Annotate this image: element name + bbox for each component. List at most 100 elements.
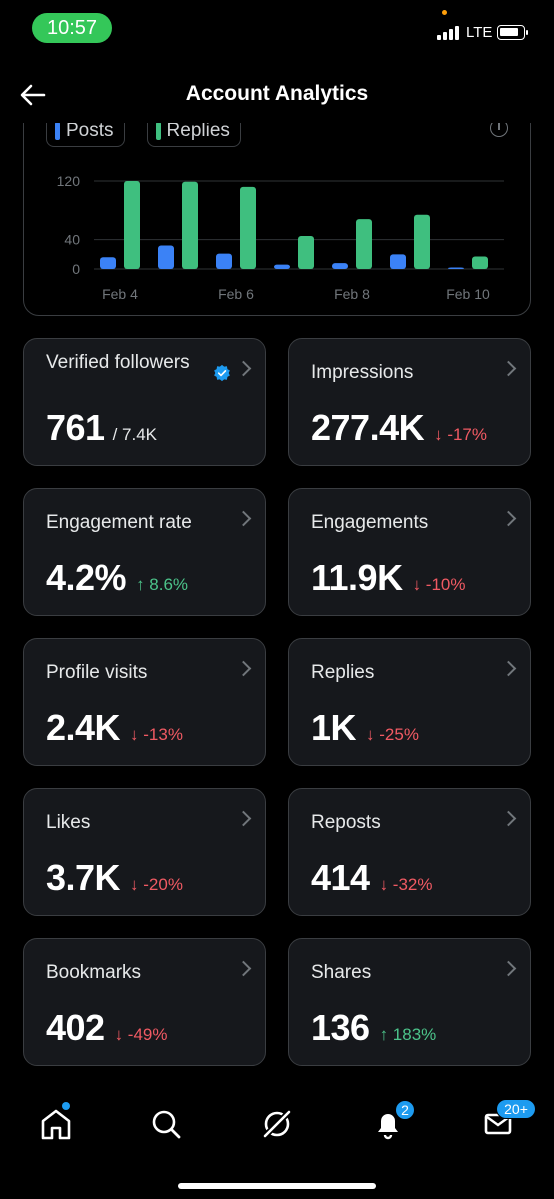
metric-label: Verified followers — [46, 352, 190, 373]
metric-value: 136 ↑ 183% — [311, 1007, 436, 1049]
metric-value: 414 ↓ -32% — [311, 857, 433, 899]
metric-change: ↑ 183% — [379, 1025, 437, 1044]
metric-value: 3.7K ↓ -20% — [46, 857, 183, 899]
metric-value-number: 402 — [46, 1007, 105, 1048]
metric-value-number: 3.7K — [46, 857, 121, 898]
signal-strength-icon — [437, 26, 459, 40]
metric-change: ↓ -17% — [434, 425, 488, 444]
metric-change: ↓ -32% — [379, 875, 433, 894]
privacy-indicator-dot — [442, 10, 447, 15]
metric-label: Shares — [311, 962, 372, 983]
metric-change: ↓ -13% — [130, 725, 183, 744]
metric-value-number: 1K — [311, 707, 357, 748]
bar-replies — [182, 181, 198, 269]
posts-swatch — [55, 122, 60, 140]
page-title: Account Analytics — [185, 82, 369, 105]
metric-card-shares[interactable]: Shares 136 ↑ 183% — [288, 938, 531, 1066]
metric-card-engagements[interactable]: Engagements 11.9K ↓ -10% — [288, 488, 531, 616]
search-icon[interactable] — [146, 1104, 186, 1144]
bar-posts — [158, 245, 174, 269]
metric-value: 761 / 7.4K — [46, 407, 157, 449]
notifications-badge: 2 — [395, 1100, 415, 1120]
chevron-right-icon — [235, 810, 252, 827]
header-background — [0, 56, 554, 123]
notifications-bell-icon[interactable] — [368, 1104, 408, 1144]
metric-card-engagement-rate[interactable]: Engagement rate 4.2% ↑ 8.6% — [23, 488, 266, 616]
metric-change: ↓ -25% — [366, 725, 419, 744]
chevron-right-icon — [235, 510, 252, 527]
metric-value: 11.9K ↓ -10% — [311, 557, 466, 599]
bar-replies — [414, 214, 430, 269]
metric-card-reposts[interactable]: Reposts 414 ↓ -32% — [288, 788, 531, 916]
chevron-right-icon — [500, 510, 517, 527]
legend-label-replies: Replies — [166, 120, 230, 141]
bar-replies — [472, 256, 488, 269]
metric-value-number: 4.2% — [46, 557, 127, 598]
metric-card-verified-followers[interactable]: Verified followers 761 / 7.4K — [23, 338, 266, 466]
metric-value-number: 2.4K — [46, 707, 121, 748]
metric-value: 4.2% ↑ 8.6% — [46, 557, 188, 599]
metric-value-number: 136 — [311, 1007, 370, 1048]
chevron-right-icon — [500, 810, 517, 827]
battery-icon — [497, 25, 528, 40]
y-tick-label: 0 — [72, 261, 80, 277]
x-tick-label: Feb 4 — [102, 286, 138, 302]
metric-change: ↑ 8.6% — [136, 575, 189, 594]
metric-label: Likes — [46, 812, 91, 833]
bar-posts — [390, 254, 406, 269]
metric-label: Impressions — [311, 362, 414, 383]
metric-value-number: 11.9K — [311, 557, 403, 598]
time-display: 10:57 — [32, 13, 112, 43]
x-tick-label: Feb 10 — [446, 286, 490, 302]
network-type: LTE — [466, 24, 493, 41]
metric-value-number: 761 — [46, 407, 105, 448]
metric-label: Bookmarks — [46, 962, 142, 983]
metric-label: Engagement rate — [46, 512, 192, 533]
bar-posts — [448, 267, 464, 270]
metric-value: 1K ↓ -25% — [311, 707, 419, 749]
metric-total: / 7.4K — [112, 425, 157, 444]
chevron-right-icon — [500, 660, 517, 677]
metric-value: 402 ↓ -49% — [46, 1007, 168, 1049]
metric-change: ↓ -20% — [130, 875, 183, 894]
chevron-right-icon — [500, 360, 517, 377]
x-tick-label: Feb 8 — [334, 286, 370, 302]
metric-change: ↓ -49% — [114, 1025, 168, 1044]
y-tick-label: 120 — [57, 173, 81, 189]
verified-badge-icon — [214, 364, 230, 382]
legend-label-posts: Posts — [66, 120, 114, 141]
metric-card-impressions[interactable]: Impressions 277.4K ↓ -17% — [288, 338, 531, 466]
grok-icon[interactable] — [257, 1104, 297, 1144]
metric-value-number: 414 — [311, 857, 370, 898]
bar-replies — [124, 181, 140, 269]
bar-replies — [240, 186, 256, 269]
top-header: Account Analytics — [0, 70, 554, 120]
bar-posts — [100, 257, 116, 269]
home-notification-dot — [62, 1102, 70, 1110]
chevron-right-icon — [235, 960, 252, 977]
messages-badge: 20+ — [496, 1099, 536, 1119]
chevron-right-icon — [235, 660, 252, 677]
metric-card-replies[interactable]: Replies 1K ↓ -25% — [288, 638, 531, 766]
bar-posts — [332, 263, 348, 269]
chevron-right-icon — [500, 960, 517, 977]
y-tick-label: 40 — [64, 232, 80, 248]
activity-bar-chart: 120 40 0 Feb 4 Feb 6 Feb 8 Feb 10 — [57, 173, 504, 302]
home-indicator-bar — [178, 1183, 376, 1189]
bar-replies — [298, 236, 314, 269]
metric-value-number: 277.4K — [311, 407, 425, 448]
home-icon[interactable] — [36, 1104, 76, 1144]
x-tick-label: Feb 6 — [218, 286, 254, 302]
back-arrow-icon[interactable] — [18, 80, 48, 110]
metric-change: ↓ -10% — [412, 575, 466, 594]
metric-label: Replies — [311, 662, 375, 683]
metric-label: Reposts — [311, 812, 381, 833]
bar-posts — [274, 264, 290, 269]
metric-label: Profile visits — [46, 662, 148, 683]
metric-card-profile-visits[interactable]: Profile visits 2.4K ↓ -13% — [23, 638, 266, 766]
chevron-right-icon — [235, 360, 252, 377]
metric-card-likes[interactable]: Likes 3.7K ↓ -20% — [23, 788, 266, 916]
metric-card-bookmarks[interactable]: Bookmarks 402 ↓ -49% — [23, 938, 266, 1066]
bar-replies — [356, 219, 372, 269]
activity-chart-card: 120 40 0 Feb 4 Feb 6 Feb 8 Feb 10 Posts Replie… — [23, 96, 531, 316]
